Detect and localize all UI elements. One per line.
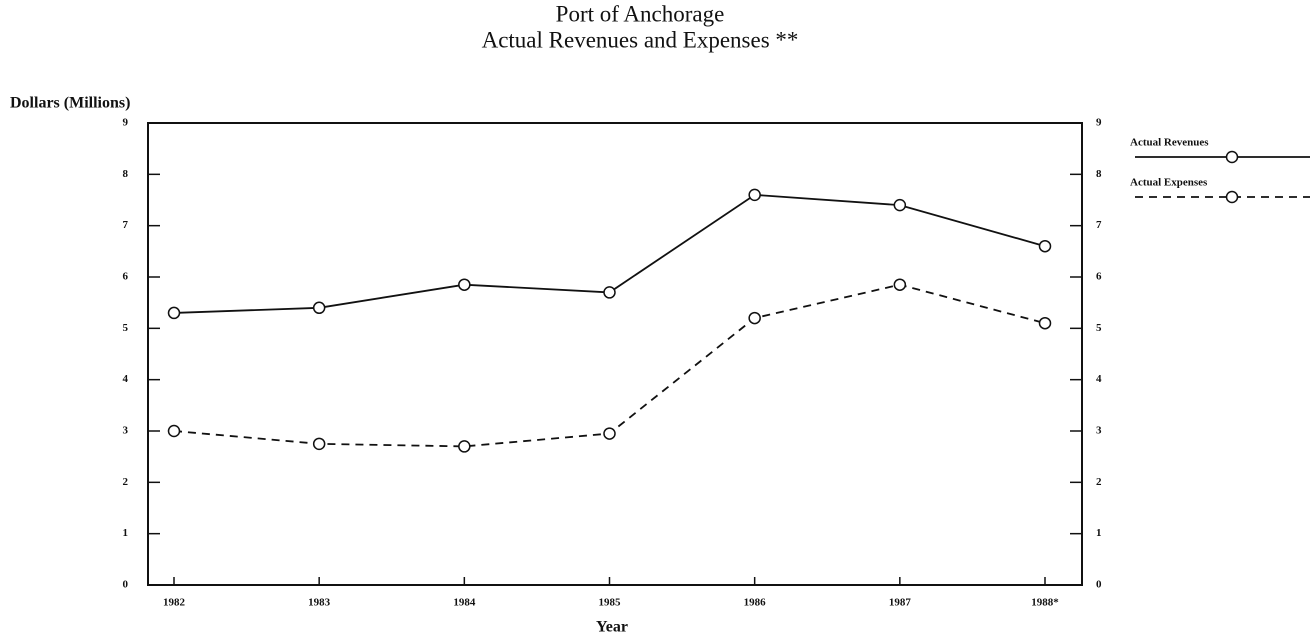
data-point (748, 188, 761, 202)
y2-tick-label: 1 (1096, 527, 1102, 539)
x-tick-label: 1984 (453, 597, 476, 609)
x-axis-label: Year (596, 619, 628, 636)
data-point (1038, 316, 1052, 330)
y-tick-label: 5 (123, 322, 129, 334)
y-axis-label: Dollars (Millions) (10, 95, 130, 112)
data-point (603, 427, 616, 440)
y2-tick-label: 8 (1096, 168, 1102, 180)
data-point (458, 440, 471, 453)
x-tick-label: 1982 (163, 597, 186, 609)
x-tick-label: 1985 (599, 597, 622, 609)
y-tick-label: 8 (123, 168, 129, 180)
data-point (167, 306, 181, 320)
chart-subtitle: Actual Revenues and Expenses ** (482, 27, 799, 52)
x-tick-label: 1986 (744, 597, 767, 609)
x-tick-label: 1988* (1031, 597, 1059, 609)
y-tick-label: 0 (123, 579, 129, 591)
plot-frame (147, 122, 1083, 586)
y-tick-label: 7 (123, 219, 129, 231)
y-tick-label: 1 (123, 527, 129, 539)
data-point (893, 278, 907, 291)
data-point (312, 301, 326, 315)
x-tick-label: 1987 (889, 597, 912, 609)
y-tick-label: 2 (123, 476, 129, 488)
y2-tick-label: 3 (1096, 425, 1102, 437)
legend-label: Actual Revenues (1130, 137, 1209, 149)
legend-marker (1225, 150, 1239, 164)
legend-marker (1225, 190, 1239, 204)
y2-tick-label: 6 (1096, 271, 1102, 283)
y-tick-label: 6 (123, 271, 129, 283)
data-point (458, 278, 471, 291)
y2-tick-label: 0 (1096, 579, 1102, 591)
chart-title: Port of Anchorage (556, 1, 725, 26)
legend-label: Actual Expenses (1130, 177, 1208, 189)
y2-tick-label: 7 (1096, 219, 1102, 231)
data-point (748, 311, 761, 325)
y2-tick-label: 5 (1096, 322, 1102, 334)
data-point (1038, 239, 1052, 253)
data-point (893, 198, 907, 212)
data-point (603, 286, 616, 299)
x-tick-label: 1983 (308, 597, 331, 609)
y-tick-label: 4 (123, 373, 129, 385)
y-tick-label: 9 (123, 117, 129, 129)
data-point (167, 424, 181, 438)
y2-tick-label: 2 (1096, 476, 1102, 488)
y2-tick-label: 9 (1096, 117, 1102, 129)
data-point (312, 437, 326, 451)
y2-tick-label: 4 (1096, 373, 1102, 385)
y-tick-label: 3 (123, 425, 129, 437)
